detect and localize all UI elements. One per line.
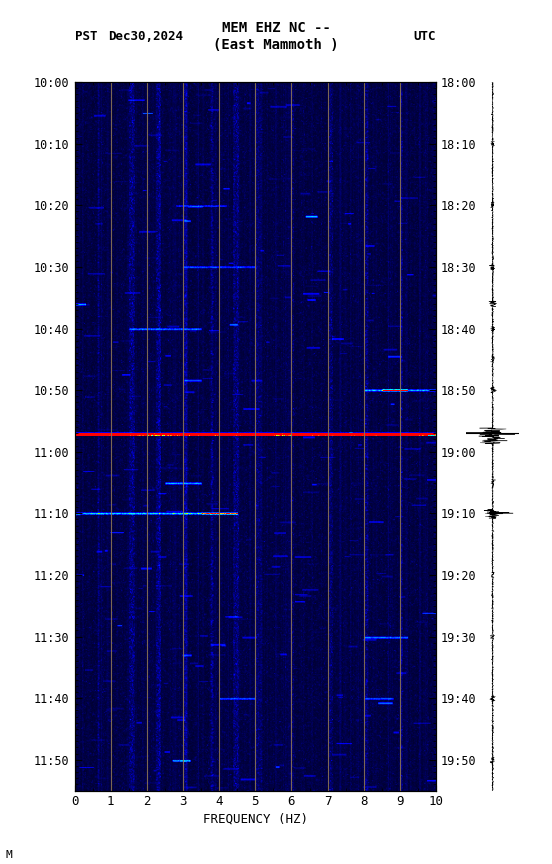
Text: Dec30,2024: Dec30,2024: [108, 30, 183, 43]
X-axis label: FREQUENCY (HZ): FREQUENCY (HZ): [203, 812, 308, 826]
Text: (East Mammoth ): (East Mammoth ): [213, 38, 339, 52]
Text: PST: PST: [75, 30, 97, 43]
Text: MEM EHZ NC --: MEM EHZ NC --: [221, 21, 331, 35]
Text: M: M: [6, 849, 12, 860]
Text: UTC: UTC: [413, 30, 436, 43]
